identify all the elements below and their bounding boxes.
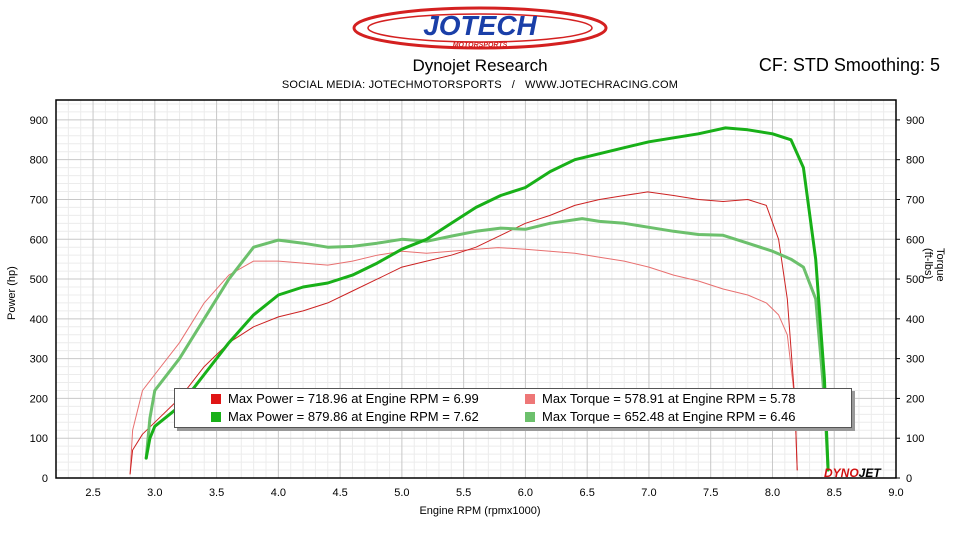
svg-text:MOTORSPORTS: MOTORSPORTS: [453, 42, 508, 49]
y-tick-label-right: 700: [906, 194, 924, 206]
y-axis-left-label: Power (hp): [6, 266, 18, 320]
x-tick-label: 5.0: [394, 487, 409, 499]
series-line-3: [144, 217, 830, 472]
legend-swatch: [211, 411, 221, 422]
series-line-2: [144, 126, 830, 472]
social-separator: /: [511, 79, 516, 91]
svg-text:JOTECH: JOTECH: [423, 10, 537, 41]
x-tick-label: 5.5: [456, 487, 471, 499]
y-tick-label-right: 300: [906, 354, 924, 366]
x-tick-label: 7.5: [703, 487, 718, 499]
legend-item-run2-torque: Max Torque = 652.48 at Engine RPM = 6.46: [525, 409, 795, 424]
y-tick-label-right: 0: [906, 473, 912, 485]
y-axis-right-label: Torque (ft-lbs): [922, 248, 946, 282]
correction-factor-label: CF: STD Smoothing: 5: [758, 55, 940, 75]
y-tick-label-right: 800: [906, 155, 924, 167]
y-tick-label-left: 400: [30, 314, 48, 326]
y-tick-label-left: 800: [30, 155, 48, 167]
y-tick-label-left: 0: [42, 473, 48, 485]
website-text: WWW.JOTECHRACING.COM: [525, 79, 679, 91]
y-tick-label-right: 600: [906, 234, 924, 246]
dynojet-logo: DYNOJET: [824, 466, 881, 480]
x-tick-label: 6.5: [580, 487, 595, 499]
x-axis-label: Engine RPM (rpmx1000): [419, 505, 541, 517]
y-tick-label-right: 400: [906, 314, 924, 326]
legend-item-run2-power: Max Power = 879.86 at Engine RPM = 7.62: [211, 409, 479, 424]
y-tick-label-left: 200: [30, 393, 48, 405]
legend-label: Max Power = 718.96 at Engine RPM = 6.99: [228, 391, 479, 406]
x-tick-label: 7.0: [641, 487, 656, 499]
social-media-text: SOCIAL MEDIA: JOTECHMOTORSPORTS: [281, 79, 502, 91]
legend-swatch: [525, 393, 535, 404]
y-tick-label-right: 100: [906, 433, 924, 445]
y-tick-label-right: 500: [906, 274, 924, 286]
social-media-line: SOCIAL MEDIA: JOTECHMOTORSPORTS / WWW.JOTE…: [0, 79, 960, 91]
legend-label: Max Torque = 652.48 at Engine RPM = 6.46: [542, 409, 796, 424]
x-tick-label: 4.5: [332, 487, 347, 499]
jotech-logo: JOTECH MOTORSPORTS: [352, 6, 608, 50]
legend-item-run1-torque: Max Torque = 578.91 at Engine RPM = 5.78: [525, 391, 795, 406]
x-tick-label: 8.0: [765, 487, 780, 499]
series-line-0: [129, 191, 798, 475]
x-tick-label: 4.0: [271, 487, 286, 499]
y-tick-label-left: 700: [30, 194, 48, 206]
y-tick-label-left: 500: [30, 274, 48, 286]
legend-swatch: [211, 393, 221, 404]
legend: Max Power = 718.96 at Engine RPM = 6.99 …: [174, 388, 852, 428]
y-tick-label-left: 600: [30, 234, 48, 246]
y-tick-label-right: 900: [906, 115, 924, 127]
x-tick-label: 6.0: [518, 487, 533, 499]
x-tick-label: 2.5: [85, 487, 100, 499]
x-tick-label: 3.5: [209, 487, 224, 499]
y-tick-label-left: 900: [30, 115, 48, 127]
plot-border: [55, 99, 897, 479]
x-tick-label: 8.5: [827, 487, 842, 499]
x-tick-label: 9.0: [888, 487, 903, 499]
series-line-1: [129, 247, 798, 475]
legend-label: Max Power = 879.86 at Engine RPM = 7.62: [228, 409, 479, 424]
legend-item-run1-power: Max Power = 718.96 at Engine RPM = 6.99: [211, 391, 479, 406]
y-tick-label-left: 300: [30, 354, 48, 366]
y-tick-label-right: 200: [906, 393, 924, 405]
x-tick-label: 3.0: [147, 487, 162, 499]
legend-label: Max Torque = 578.91 at Engine RPM = 5.78: [542, 391, 796, 406]
legend-swatch: [525, 411, 535, 422]
y-tick-label-left: 100: [30, 433, 48, 445]
chart-title: Dynojet Research: [412, 56, 548, 75]
